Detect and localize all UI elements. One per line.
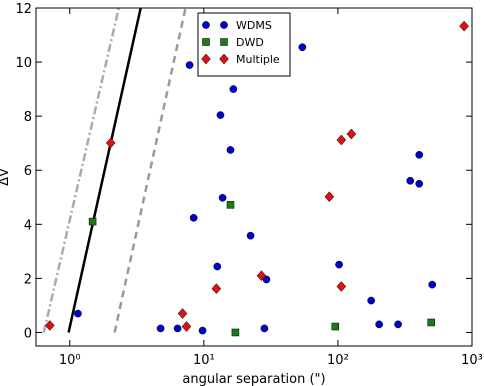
point [375,320,383,329]
plot-frame [35,7,473,347]
point [226,201,235,209]
y-axis-label: ΔV [0,168,12,186]
point [181,321,192,332]
point [256,270,267,282]
point [211,283,222,295]
legend-label: WDMS [236,19,272,32]
point [427,318,435,327]
y-tick-label: 2 [24,272,32,287]
model-line [113,8,187,333]
point [346,128,357,140]
point [406,176,415,185]
point [231,328,240,337]
y-tick-label: 10 [15,56,32,71]
point [218,193,227,202]
model-line [67,8,142,333]
point [298,43,307,52]
point [336,134,347,146]
y-tick-label: 8 [24,110,32,125]
legend-marker [202,38,210,46]
legend-label: Multiple [236,53,280,66]
legend-marker [220,38,228,46]
point [74,309,82,318]
point [459,20,469,32]
x-tick-label: 10⁰ [59,353,81,368]
point [324,191,335,203]
point [428,280,437,289]
legend-box [197,12,291,77]
point [336,281,347,292]
point [226,146,235,154]
point [177,308,188,319]
point [229,85,238,93]
point [173,324,182,333]
legend-marker [220,21,228,29]
point [331,322,340,331]
point [335,260,343,269]
y-tick-label: 0 [24,326,32,341]
point [260,324,269,333]
x-tick-label: 10¹ [193,353,215,368]
legend-marker [202,21,210,29]
y-tick-label: 12 [15,2,32,17]
legend-label: DWD [236,36,264,49]
point [44,320,55,331]
y-tick-label: 6 [24,164,32,179]
point [185,61,194,69]
point [88,217,97,226]
legend-marker [201,53,211,65]
x-axis-label: angular separation (") [182,372,325,386]
point [216,111,225,119]
point [156,324,165,333]
model-line [42,8,120,333]
x-tick-label: 10² [327,353,349,368]
point [105,137,116,149]
point [189,213,198,222]
point [198,326,207,335]
point [415,150,424,159]
x-tick-label: 10³ [461,353,483,368]
point [213,262,222,271]
y-tick-label: 4 [24,218,32,233]
point [394,320,402,329]
point [246,231,255,240]
legend-marker [219,53,229,65]
point [367,296,376,305]
point [415,179,424,188]
